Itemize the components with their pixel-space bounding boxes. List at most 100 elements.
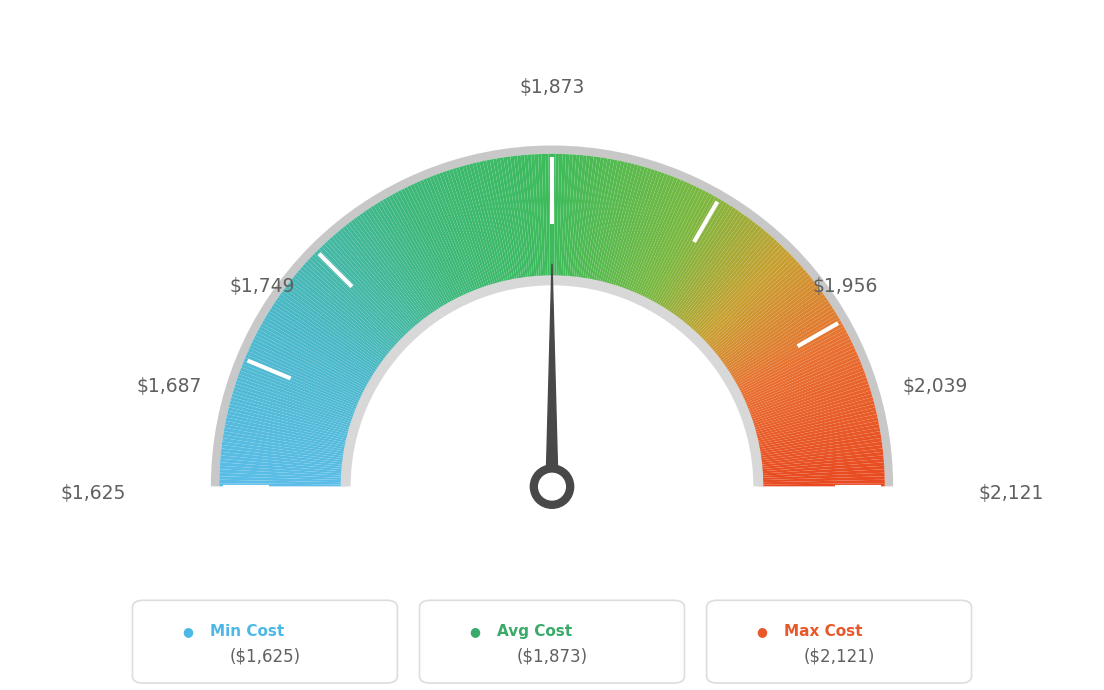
Wedge shape (694, 246, 785, 339)
Wedge shape (605, 165, 641, 288)
Wedge shape (700, 254, 793, 344)
Wedge shape (657, 200, 724, 310)
Wedge shape (459, 166, 497, 288)
Wedge shape (298, 269, 396, 353)
Wedge shape (756, 445, 882, 463)
Wedge shape (237, 374, 358, 419)
Wedge shape (757, 448, 883, 465)
Text: $1,956: $1,956 (813, 277, 878, 297)
Wedge shape (603, 164, 638, 287)
Wedge shape (439, 172, 485, 293)
Wedge shape (232, 391, 354, 429)
Wedge shape (226, 414, 351, 444)
Wedge shape (591, 159, 618, 284)
Wedge shape (755, 428, 880, 452)
Wedge shape (554, 154, 559, 280)
Wedge shape (224, 428, 349, 452)
Wedge shape (567, 155, 580, 281)
Wedge shape (538, 154, 545, 280)
Text: ●: ● (756, 625, 767, 638)
Wedge shape (752, 400, 874, 435)
Wedge shape (395, 192, 456, 305)
Wedge shape (577, 157, 597, 282)
Wedge shape (353, 217, 431, 321)
Wedge shape (698, 251, 789, 342)
Wedge shape (262, 320, 373, 385)
Wedge shape (244, 357, 362, 408)
Wedge shape (224, 424, 349, 450)
Wedge shape (449, 169, 490, 290)
Wedge shape (329, 237, 415, 333)
Wedge shape (258, 326, 371, 389)
Wedge shape (315, 251, 406, 342)
Circle shape (530, 465, 574, 509)
Wedge shape (607, 166, 645, 288)
Wedge shape (750, 391, 872, 429)
Wedge shape (531, 155, 541, 281)
Wedge shape (680, 226, 762, 326)
Wedge shape (242, 364, 360, 413)
Wedge shape (307, 259, 402, 347)
Wedge shape (404, 187, 463, 302)
Text: $1,749: $1,749 (230, 277, 295, 297)
Wedge shape (742, 357, 860, 408)
Wedge shape (614, 169, 655, 290)
Wedge shape (702, 259, 797, 347)
Wedge shape (325, 241, 412, 336)
Wedge shape (423, 179, 474, 297)
Wedge shape (719, 291, 824, 367)
Wedge shape (510, 156, 529, 282)
Wedge shape (744, 364, 862, 413)
Wedge shape (630, 179, 681, 297)
Wedge shape (747, 380, 869, 423)
Text: ●: ● (469, 625, 480, 638)
Wedge shape (742, 355, 859, 406)
Wedge shape (277, 297, 383, 371)
Wedge shape (254, 335, 368, 395)
Wedge shape (476, 162, 507, 286)
Wedge shape (348, 221, 427, 324)
Wedge shape (565, 155, 576, 281)
Wedge shape (220, 459, 347, 471)
Wedge shape (725, 306, 834, 376)
Wedge shape (736, 339, 851, 397)
Wedge shape (758, 483, 884, 486)
Wedge shape (740, 348, 856, 403)
Wedge shape (549, 154, 552, 280)
Wedge shape (743, 361, 861, 411)
Wedge shape (651, 195, 715, 307)
Text: Max Cost: Max Cost (784, 624, 862, 639)
Wedge shape (732, 324, 843, 387)
Wedge shape (609, 167, 648, 289)
Wedge shape (221, 448, 347, 465)
Wedge shape (503, 157, 524, 282)
Wedge shape (704, 262, 799, 348)
Wedge shape (294, 275, 393, 357)
Wedge shape (757, 459, 884, 471)
Wedge shape (433, 175, 480, 294)
Wedge shape (337, 230, 421, 329)
Wedge shape (655, 199, 721, 309)
Wedge shape (668, 211, 742, 317)
Wedge shape (296, 272, 394, 355)
Wedge shape (221, 452, 347, 467)
Wedge shape (624, 175, 671, 294)
Wedge shape (507, 157, 527, 282)
Wedge shape (701, 256, 795, 346)
Wedge shape (368, 208, 439, 315)
Wedge shape (280, 291, 385, 367)
Wedge shape (479, 161, 509, 285)
Wedge shape (269, 308, 378, 378)
Text: $1,873: $1,873 (519, 78, 585, 97)
Wedge shape (235, 380, 357, 423)
Wedge shape (436, 173, 482, 293)
Wedge shape (220, 483, 346, 486)
Wedge shape (741, 351, 858, 405)
Wedge shape (641, 187, 700, 302)
Wedge shape (675, 219, 753, 322)
Text: ($2,121): ($2,121) (804, 648, 874, 666)
Wedge shape (750, 394, 872, 431)
Wedge shape (662, 206, 733, 313)
Wedge shape (473, 163, 505, 286)
Text: ($1,873): ($1,873) (517, 648, 587, 666)
